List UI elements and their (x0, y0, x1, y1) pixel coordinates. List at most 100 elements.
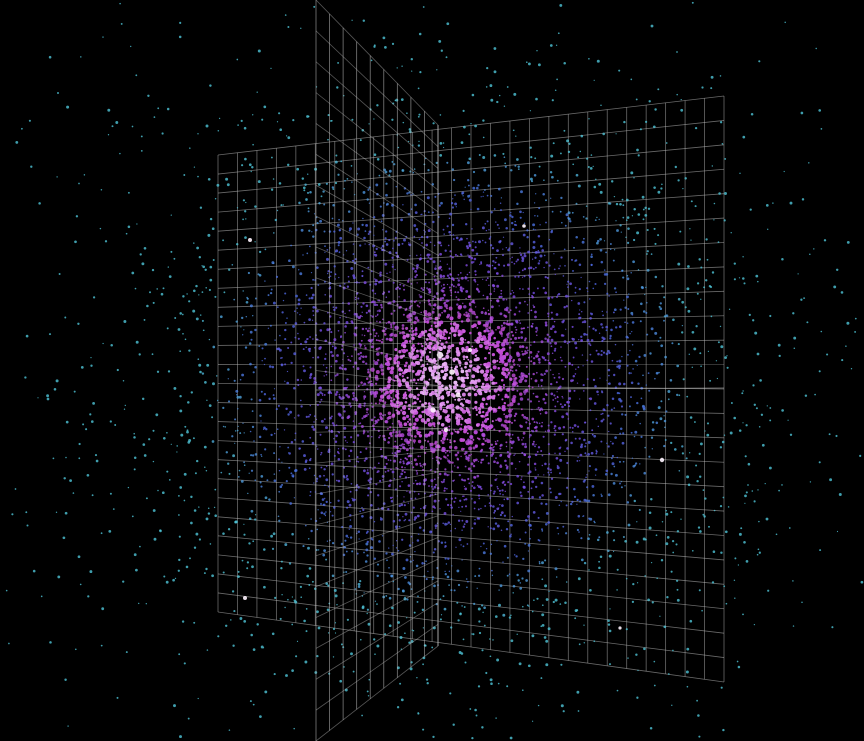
data-point (493, 460, 496, 464)
data-point (630, 381, 634, 385)
data-point (491, 284, 495, 287)
data-point (473, 257, 477, 261)
data-point (454, 465, 456, 467)
data-point (89, 413, 92, 416)
data-point (493, 490, 496, 493)
data-point (334, 374, 337, 377)
data-point (359, 244, 362, 247)
data-point (562, 334, 565, 337)
data-point (288, 562, 292, 565)
data-point (334, 278, 336, 280)
data-point (364, 457, 368, 460)
data-point (535, 326, 538, 330)
data-point (606, 379, 608, 381)
data-point (718, 192, 721, 195)
data-point (577, 514, 581, 518)
data-point (445, 341, 448, 344)
data-point (393, 379, 396, 382)
data-point (440, 395, 444, 399)
data-point (268, 365, 272, 368)
data-point (337, 173, 340, 176)
data-point (332, 306, 335, 309)
data-point (480, 337, 484, 342)
data-point (404, 391, 407, 394)
data-point (654, 108, 657, 111)
data-point (64, 678, 67, 682)
data-point (694, 126, 698, 130)
data-point (361, 274, 364, 278)
data-point (438, 445, 441, 449)
data-point (198, 294, 200, 296)
data-point (276, 306, 279, 308)
data-point (730, 402, 733, 404)
data-point (463, 125, 466, 129)
data-point (536, 353, 538, 355)
data-point (622, 204, 625, 207)
data-point (401, 324, 405, 327)
data-point (511, 261, 513, 264)
data-point (506, 415, 509, 418)
data-point (459, 364, 462, 367)
data-point (631, 215, 634, 217)
data-point (665, 410, 668, 413)
data-point (544, 462, 547, 466)
data-point (411, 278, 413, 280)
data-point (48, 55, 52, 59)
data-point (454, 527, 457, 530)
data-point (580, 537, 583, 540)
data-point (438, 266, 441, 270)
data-point (241, 164, 244, 167)
data-point (440, 614, 443, 616)
data-point (588, 342, 591, 345)
data-point (586, 378, 589, 381)
data-point (454, 253, 457, 256)
data-point (365, 542, 369, 546)
data-point (279, 485, 283, 489)
data-point (362, 360, 365, 364)
data-point (399, 682, 402, 685)
grid-line-horizontal (217, 478, 725, 512)
data-point (292, 119, 295, 122)
data-point (580, 134, 584, 138)
data-point (510, 330, 513, 334)
data-point (120, 22, 123, 25)
data-point (8, 642, 10, 645)
data-point (719, 504, 723, 508)
data-point (752, 319, 755, 322)
data-point (256, 623, 259, 626)
data-point (373, 303, 377, 306)
data-point (696, 292, 699, 295)
data-point (519, 287, 521, 290)
data-point (637, 213, 641, 216)
data-point (400, 369, 404, 372)
data-point (499, 312, 503, 316)
data-point (431, 403, 433, 405)
data-point (733, 579, 736, 582)
data-point (521, 256, 524, 259)
data-point (388, 239, 391, 242)
data-point (165, 580, 169, 584)
data-point (467, 254, 469, 256)
data-point (337, 329, 340, 332)
data-point (363, 404, 366, 407)
data-point (646, 301, 648, 304)
data-point (194, 472, 197, 475)
data-point (519, 251, 521, 254)
data-point (513, 554, 516, 556)
data-point (416, 263, 419, 267)
data-point (337, 499, 340, 502)
data-point (338, 393, 341, 396)
data-point (626, 277, 630, 281)
data-point (511, 256, 513, 259)
data-point (509, 440, 512, 443)
data-point (661, 183, 663, 186)
data-point (425, 355, 430, 359)
data-point (689, 452, 691, 454)
data-point (826, 353, 829, 356)
data-point (297, 269, 300, 271)
data-point (78, 182, 80, 185)
data-point (448, 217, 451, 220)
data-point (614, 326, 618, 329)
data-point (332, 341, 335, 344)
data-point (579, 309, 581, 311)
